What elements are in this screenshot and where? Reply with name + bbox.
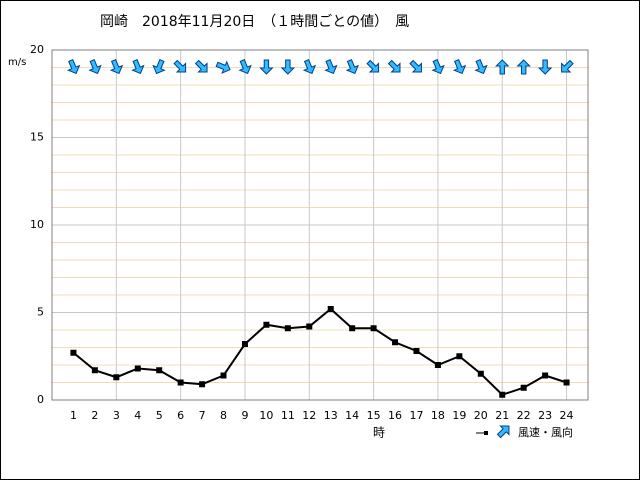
legend-arrow (496, 425, 510, 439)
data-point (156, 367, 163, 374)
x-tick-label: 6 (177, 409, 184, 422)
x-tick-label: 12 (302, 409, 316, 422)
data-point (284, 325, 291, 332)
data-point (263, 321, 270, 328)
x-tick-label: 21 (495, 409, 509, 422)
x-tick-label: 2 (91, 409, 98, 422)
data-point (563, 379, 570, 386)
x-tick-label: 16 (388, 409, 402, 422)
x-tick-label: 7 (199, 409, 206, 422)
wind-arrow (345, 59, 360, 75)
data-point (70, 349, 77, 356)
y-tick-label: 10 (30, 218, 44, 231)
data-point (113, 374, 120, 381)
data-point (499, 391, 506, 398)
x-tick-label: 17 (409, 409, 423, 422)
chart-title: 岡崎 2018年11月20日 （１時間ごとの値） 風 (100, 14, 409, 30)
wind-arrow (88, 59, 102, 75)
wind-arrow (537, 59, 553, 75)
wind-arrow (66, 59, 81, 75)
wind-arrow (495, 59, 510, 75)
x-tick-label: 22 (517, 409, 531, 422)
data-point (392, 339, 399, 346)
data-point (434, 362, 441, 368)
y-tick-label: 15 (30, 131, 44, 144)
x-tick-label: 23 (538, 409, 552, 422)
x-tick-label: 9 (241, 409, 248, 422)
x-tick-label: 10 (259, 409, 273, 422)
data-point (199, 381, 206, 388)
wind-arrow (152, 59, 166, 75)
x-tick-label: 4 (134, 409, 141, 422)
data-point (413, 348, 420, 354)
wind-arrow (324, 59, 338, 75)
data-point (477, 370, 484, 377)
wind-arrow (109, 59, 124, 75)
data-point (241, 341, 248, 347)
data-point (349, 325, 356, 332)
wind-arrow (387, 59, 401, 73)
data-point (220, 372, 227, 379)
legend-label: 風速・風向 (518, 425, 573, 439)
data-point (177, 379, 184, 386)
data-point (91, 367, 98, 374)
x-tick-label: 24 (560, 409, 574, 422)
x-tick-label: 1 (70, 409, 77, 422)
wind-arrow (561, 59, 574, 73)
wind-arrow (194, 59, 208, 73)
wind-arrow (409, 59, 422, 73)
data-point (542, 372, 549, 379)
wind-arrow (431, 59, 445, 75)
wind-arrow (452, 59, 467, 75)
y-tick-label: 20 (30, 43, 44, 56)
x-tick-label: 20 (474, 409, 488, 422)
x-tick-label: 15 (367, 409, 381, 422)
x-tick-label: 5 (156, 409, 163, 422)
data-point (456, 353, 463, 360)
data-point (327, 306, 334, 312)
x-tick-label: 18 (431, 409, 445, 422)
x-tick-label: 11 (281, 409, 295, 422)
y-axis-label: m/s (8, 57, 26, 68)
wind-arrow (302, 59, 317, 75)
wind-arrow (215, 60, 231, 74)
data-point (370, 325, 377, 332)
plot-frame (51, 49, 589, 401)
x-tick-label: 13 (324, 409, 338, 422)
legend-marker (484, 431, 488, 435)
y-tick-label: 0 (37, 393, 44, 406)
x-tick-label: 14 (345, 409, 359, 422)
x-tick-label: 8 (220, 409, 227, 422)
wind-arrow (280, 59, 296, 75)
data-point (520, 384, 527, 391)
wind-arrow (238, 59, 252, 75)
x-tick-label: 19 (452, 409, 466, 422)
wind-arrow (173, 59, 187, 73)
x-axis-label: 時 (373, 426, 385, 440)
wind-arrow (516, 59, 531, 75)
y-tick-label: 5 (37, 306, 44, 319)
x-tick-label: 3 (113, 409, 120, 422)
data-point (306, 323, 313, 330)
wind-arrow (474, 59, 488, 75)
wind-arrow (259, 59, 274, 75)
wind-arrow (131, 59, 145, 75)
wind-arrow (366, 59, 380, 73)
data-line (72, 307, 567, 396)
data-point (134, 365, 141, 372)
